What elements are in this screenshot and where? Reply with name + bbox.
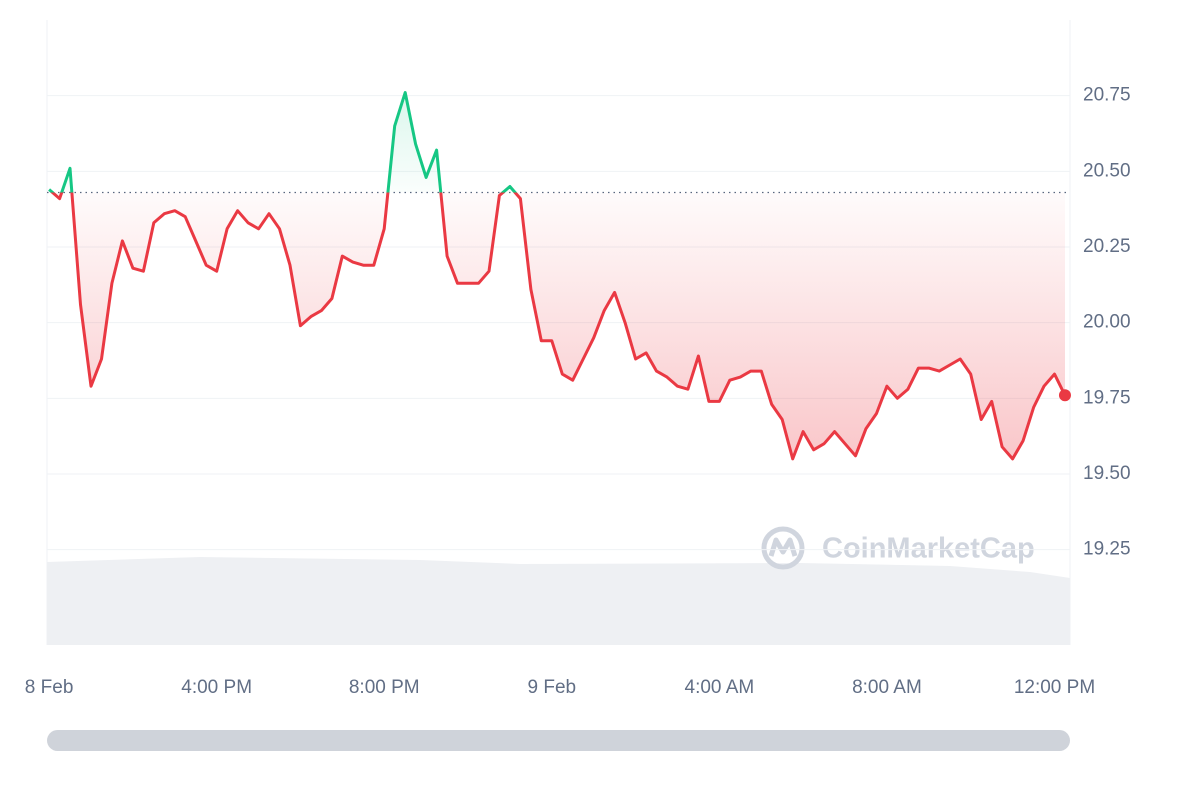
scrollbar[interactable]	[47, 730, 1070, 751]
area-fill-below	[52, 192, 1065, 459]
x-tick-label: 8:00 PM	[349, 677, 420, 698]
x-tick-label: 4:00 PM	[181, 677, 252, 698]
last-price-dot	[1058, 389, 1071, 402]
watermark-text: CoinMarketCap	[822, 533, 1035, 565]
price-line	[48, 91, 1067, 461]
plot: 19.25 19.50 19.75 20.00 20.25 20.50 20.75 8 Feb…	[25, 85, 1131, 698]
y-tick-label: 19.50	[1083, 463, 1131, 484]
y-tick-label: 20.25	[1083, 236, 1131, 257]
x-tick-label: 4:00 AM	[685, 677, 755, 698]
watermark: CoinMarketCap	[761, 526, 1035, 570]
x-tick-label: 12:00 PM	[1014, 677, 1095, 698]
y-tick-label: 19.75	[1083, 387, 1131, 408]
watermark-logo	[761, 526, 805, 570]
x-tick-label: 9 Feb	[528, 677, 577, 698]
y-tick-label: 20.75	[1083, 85, 1131, 106]
volume-area	[47, 557, 1070, 645]
y-tick-label: 19.25	[1083, 539, 1131, 560]
x-tick-label: 8:00 AM	[852, 677, 922, 698]
watermark-logo-mark	[768, 537, 798, 557]
x-tick-label: 8 Feb	[25, 677, 74, 698]
y-tick-label: 20.50	[1083, 160, 1131, 181]
y-tick-label: 20.00	[1083, 312, 1131, 333]
